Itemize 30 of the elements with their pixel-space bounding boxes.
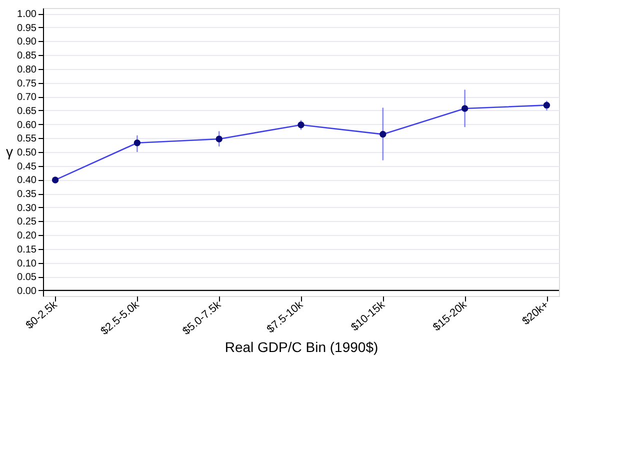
y-tick-label: 1.00	[17, 9, 37, 20]
y-tick-label: 0.90	[17, 36, 37, 48]
y-tick-label: 0.50	[17, 148, 37, 158]
y-tick-label: 0.40	[17, 175, 37, 186]
y-tick-label: 0.05	[17, 272, 37, 284]
y-tick-label: 0.20	[17, 230, 37, 242]
y-tick-label: 0.30	[17, 202, 37, 214]
x-axis-title: Real GDP/C Bin (1990$)	[224, 338, 378, 355]
y-tick-label: 0.55	[17, 134, 37, 145]
y-tick-label: 0.80	[17, 64, 37, 76]
point	[216, 136, 222, 142]
y-tick-label: 0.15	[17, 244, 37, 256]
y-tick-label: 0.70	[17, 92, 37, 104]
point	[52, 176, 59, 184]
y-tick-label: 0.10	[17, 258, 37, 270]
point	[543, 102, 550, 109]
y-tick-label: 0.60	[17, 120, 37, 131]
y-tick-label: 0.45	[17, 161, 37, 172]
y-tick-label: 0.65	[17, 106, 37, 117]
y-tick-label: 0.00	[17, 286, 37, 297]
point	[461, 105, 468, 112]
y-axis-title: γ	[6, 144, 14, 160]
y-tick-label: 0.35	[17, 189, 37, 200]
y-tick-label: 0.75	[17, 78, 37, 90]
point	[134, 140, 141, 146]
y-tick-label: 0.85	[17, 50, 37, 62]
y-tick-label: 0.95	[17, 22, 37, 34]
point	[298, 122, 304, 128]
point	[380, 130, 386, 138]
y-tick-label: 0.25	[17, 216, 37, 228]
